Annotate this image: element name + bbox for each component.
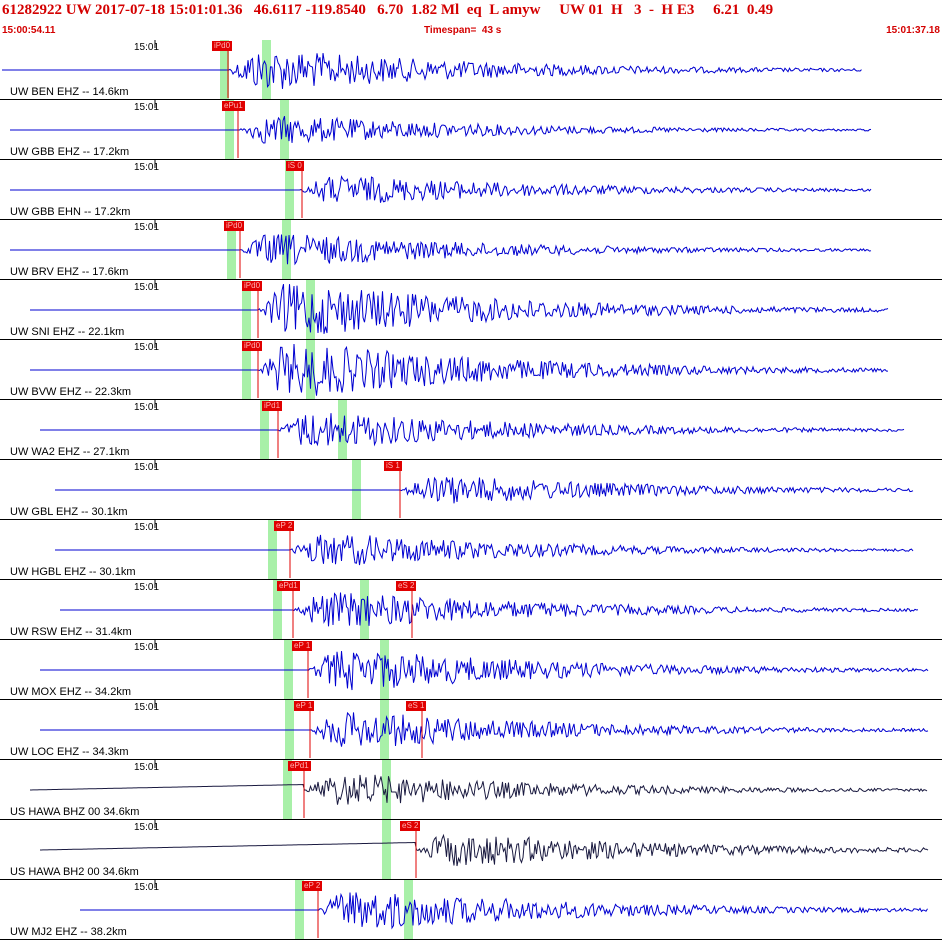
p-pick-label[interactable]: iPd0 [212,41,233,51]
station-label: UW RSW EHZ -- 31.4km [10,626,132,638]
s-pick-label[interactable]: eS 1 [406,701,427,711]
trace-row[interactable] [0,160,942,220]
time-tick-label: 15:01 [134,762,160,773]
header-bar: 61282922 UW 2017-07-18 15:01:01.36 46.61… [0,0,942,40]
analysis-window [280,100,289,160]
p-pick-label[interactable]: iPd1 [262,401,283,411]
waveform-trace [80,892,928,930]
station-label: UW GBB EHN -- 17.2km [10,206,131,218]
trace-row[interactable] [0,460,942,520]
waveform-trace [40,651,929,691]
station-label: UW BEN EHZ -- 14.6km [10,86,129,98]
start-time-label: 15:00:54.11 [2,25,56,36]
p-pick-label[interactable]: eP 1 [292,641,313,651]
time-tick-label: 15:01 [134,162,160,173]
s-pick-label[interactable]: eS 2 [400,821,421,831]
station-label: UW HGBL EHZ -- 30.1km [10,566,136,578]
seismogram-panel[interactable]: iPd0 15:01 UW BEN EHZ -- 14.6km ePu1 15:01 UW… [0,40,942,940]
trace-row[interactable] [0,520,942,580]
s-pick-label[interactable]: eS 2 [396,581,417,591]
station-label: UW WA2 EHZ -- 27.1km [10,446,130,458]
station-label: UW BVW EHZ -- 22.3km [10,386,132,398]
p-pick-label[interactable]: eP 2 [274,521,295,531]
waveform-trace [2,53,862,89]
end-time-label: 15:01:37.18 [886,25,940,36]
time-tick-label: 15:01 [134,222,160,233]
trace-row[interactable] [0,280,942,340]
trace-row[interactable] [0,820,942,880]
waveform-trace [10,234,872,266]
waveform-trace [10,116,872,144]
analysis-window [382,760,391,820]
time-tick-label: 15:01 [134,522,160,533]
station-label: UW GBL EHZ -- 30.1km [10,506,128,518]
time-tick-label: 15:01 [134,822,160,833]
station-label: US HAWA BH2 00 34.6km [10,866,139,878]
analysis-window [382,820,391,880]
analysis-window [306,340,315,400]
analysis-window [306,280,315,340]
p-pick-label[interactable]: iPd0 [242,341,263,351]
analysis-window [283,760,292,820]
trace-row[interactable] [0,100,942,160]
analysis-window [338,400,347,460]
station-label: UW MOX EHZ -- 34.2km [10,686,132,698]
waveform-trace [55,534,914,566]
trace-row[interactable] [0,40,942,100]
station-label: UW LOC EHZ -- 34.3km [10,746,129,758]
trace-row[interactable] [0,340,942,400]
station-label: US HAWA BHZ 00 34.6km [10,806,140,818]
p-pick-label[interactable]: eP 2 [302,881,323,891]
p-pick-label[interactable]: eP 1 [294,701,315,711]
p-pick-label[interactable]: ePu1 [222,101,245,111]
trace-row[interactable] [0,400,942,460]
p-pick-label[interactable]: ePd1 [277,581,300,591]
trace-row[interactable] [0,580,942,640]
time-tick-label: 15:01 [134,102,160,113]
time-tick-label: 15:01 [134,42,160,53]
seismogram-canvas[interactable] [0,40,942,940]
station-label: UW SNI EHZ -- 22.1km [10,326,125,338]
waveform-trace [40,711,929,747]
waveform-trace [10,175,872,203]
time-tick-label: 15:01 [134,882,160,893]
analysis-window [360,580,369,640]
trace-row[interactable] [0,640,942,700]
time-tick-label: 15:01 [134,702,160,713]
waveform-trace [40,413,905,447]
analysis-window [404,880,413,940]
s-pick-label[interactable]: iS 1 [384,461,402,471]
timespan-label: Timespan= 43 s [424,25,502,36]
time-tick-label: 15:01 [134,642,160,653]
station-label: UW MJ2 EHZ -- 38.2km [10,926,127,938]
time-tick-label: 15:01 [134,402,160,413]
waveform-trace [30,343,888,396]
station-label: UW GBB EHZ -- 17.2km [10,146,130,158]
time-tick-label: 15:01 [134,462,160,473]
trace-row[interactable] [0,700,942,760]
station-label: UW BRV EHZ -- 17.6km [10,266,129,278]
waveform-trace [30,283,889,334]
trace-row[interactable] [0,760,942,820]
s-pick-label[interactable]: iS 0 [286,161,304,171]
event-summary-title: 61282922 UW 2017-07-18 15:01:01.36 46.61… [2,2,774,18]
waveform-trace [60,592,919,627]
time-tick-label: 15:01 [134,582,160,593]
p-pick-label[interactable]: iPd0 [242,281,263,291]
waveform-trace [30,774,928,805]
time-tick-label: 15:01 [134,282,160,293]
waveform-trace [55,476,914,504]
waveform-trace [40,833,929,867]
p-pick-label[interactable]: iPd0 [224,221,245,231]
time-tick-label: 15:01 [134,342,160,353]
p-pick-label[interactable]: ePd1 [288,761,311,771]
trace-row[interactable] [0,220,942,280]
